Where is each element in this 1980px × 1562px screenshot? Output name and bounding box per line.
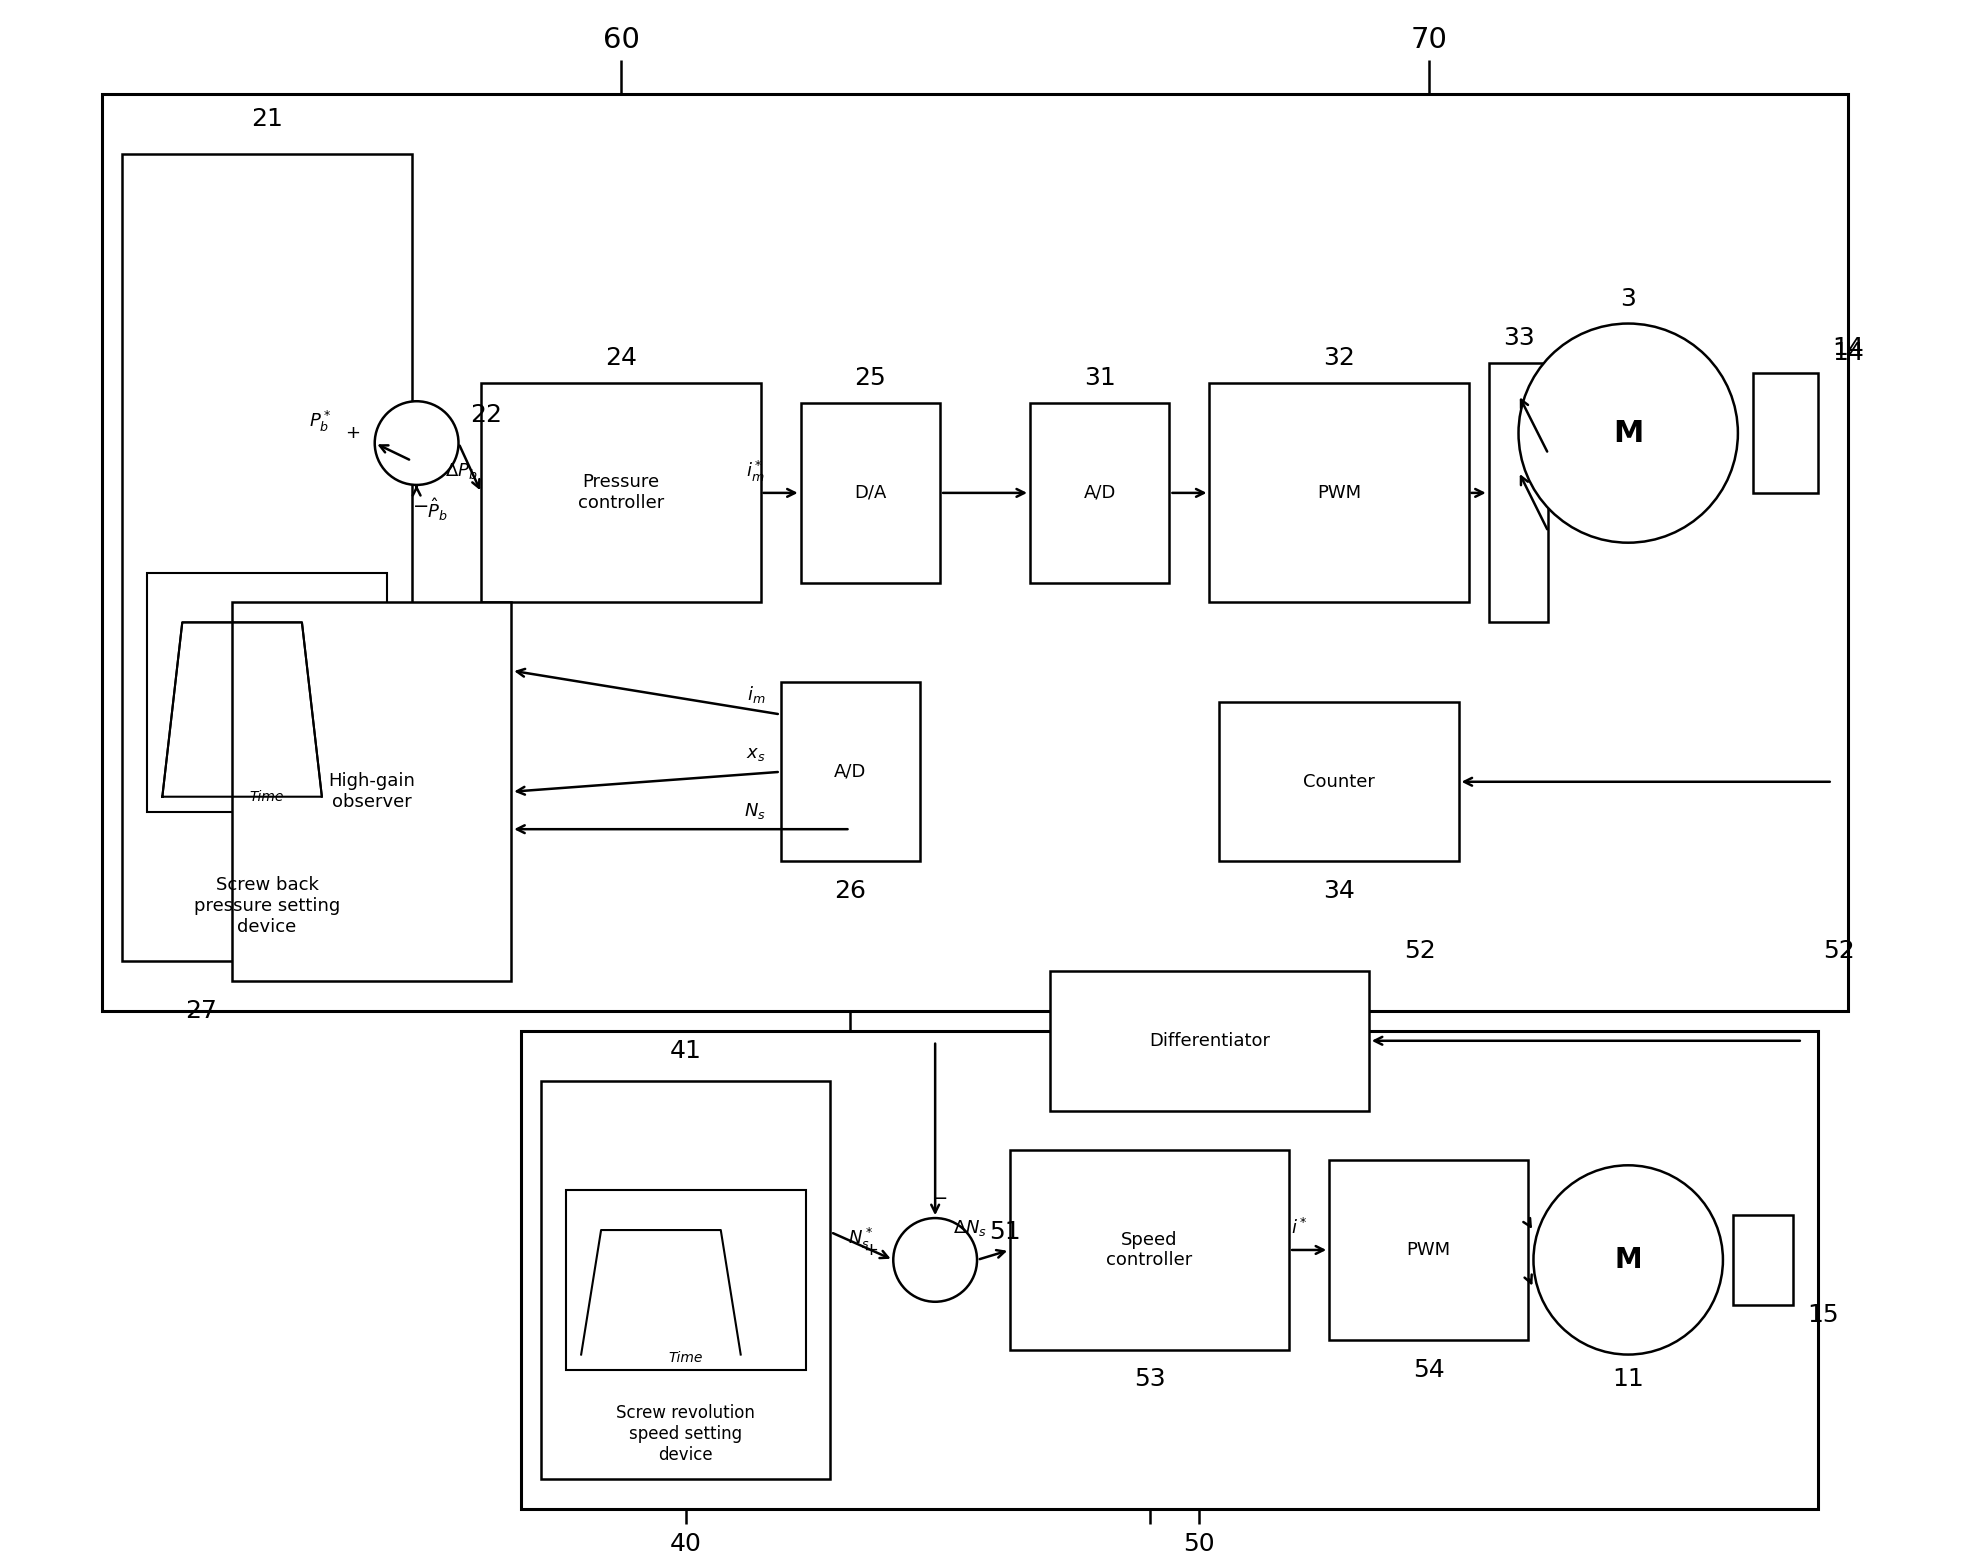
Text: 15: 15: [1808, 1303, 1837, 1326]
Text: 22: 22: [469, 403, 503, 426]
Text: 41: 41: [669, 1039, 701, 1062]
Text: D/A: D/A: [853, 484, 887, 501]
Text: 11: 11: [1612, 1367, 1643, 1392]
Text: 34: 34: [1323, 879, 1354, 903]
Text: Screw back
pressure setting
device: Screw back pressure setting device: [194, 876, 341, 936]
Text: 32: 32: [1323, 347, 1354, 370]
Bar: [800, 403, 940, 583]
Text: PWM: PWM: [1406, 1240, 1449, 1259]
Text: Pressure
controller: Pressure controller: [578, 473, 663, 512]
Bar: [481, 383, 760, 603]
Circle shape: [374, 401, 457, 484]
Text: PWM: PWM: [1317, 484, 1360, 501]
Text: 53: 53: [1133, 1367, 1164, 1392]
Bar: [1030, 403, 1168, 583]
Bar: [521, 1031, 1818, 1509]
Bar: [1049, 972, 1368, 1111]
Text: 14: 14: [1832, 342, 1863, 366]
Text: 21: 21: [251, 108, 283, 131]
Text: 50: 50: [1182, 1532, 1214, 1556]
Circle shape: [893, 1218, 976, 1301]
Text: $i_m^*$: $i_m^*$: [746, 458, 764, 484]
Text: $i^*$: $i^*$: [1291, 1218, 1307, 1239]
Text: $x_s$: $x_s$: [746, 745, 764, 762]
Bar: [1752, 373, 1818, 494]
Bar: [1220, 701, 1457, 862]
Text: 25: 25: [853, 367, 885, 390]
Bar: [566, 1190, 806, 1370]
Text: 27: 27: [186, 998, 218, 1023]
Text: 3: 3: [1620, 287, 1635, 311]
Text: 40: 40: [669, 1532, 701, 1556]
Text: $\hat{P}_b$: $\hat{P}_b$: [426, 497, 447, 523]
Bar: [103, 94, 1847, 1011]
Text: High-gain
observer: High-gain observer: [329, 772, 416, 811]
Bar: [123, 155, 412, 961]
Bar: [541, 1081, 830, 1479]
Text: 33: 33: [1503, 326, 1534, 350]
Bar: [1329, 1161, 1529, 1340]
Text: A/D: A/D: [834, 762, 865, 781]
Text: 51: 51: [988, 1220, 1020, 1243]
Text: 54: 54: [1412, 1357, 1443, 1381]
Text: Screw revolution
speed setting
device: Screw revolution speed setting device: [616, 1404, 754, 1464]
Bar: [232, 603, 511, 981]
Text: −: −: [414, 497, 430, 515]
Text: $N_s^*$: $N_s^*$: [847, 1226, 873, 1251]
Text: 70: 70: [1410, 25, 1447, 53]
Text: +: +: [863, 1240, 877, 1259]
Text: $i_m$: $i_m$: [746, 684, 764, 704]
Text: $N_s$: $N_s$: [742, 801, 764, 822]
Text: Speed
controller: Speed controller: [1107, 1231, 1192, 1270]
Text: 60: 60: [602, 25, 640, 53]
Text: $\Delta N_s$: $\Delta N_s$: [952, 1218, 986, 1239]
Bar: [1010, 1150, 1289, 1350]
Text: 31: 31: [1083, 367, 1115, 390]
Text: 52: 52: [1822, 939, 1853, 964]
Circle shape: [1533, 1165, 1723, 1354]
Circle shape: [1519, 323, 1736, 542]
Bar: [1732, 1215, 1792, 1304]
Text: $\Delta P_b$: $\Delta P_b$: [446, 461, 477, 481]
Text: 26: 26: [834, 879, 865, 903]
Text: 52: 52: [1404, 939, 1436, 964]
Text: Time: Time: [249, 790, 283, 804]
Bar: [1208, 383, 1467, 603]
Text: Differentiator: Differentiator: [1148, 1032, 1269, 1050]
Text: M: M: [1614, 1246, 1641, 1275]
Text: M: M: [1612, 419, 1643, 448]
Bar: [147, 573, 386, 812]
Text: −: −: [931, 1189, 948, 1207]
Text: 14: 14: [1832, 336, 1863, 361]
Text: A/D: A/D: [1083, 484, 1115, 501]
Text: Counter: Counter: [1303, 773, 1374, 790]
Bar: [780, 683, 921, 862]
Text: Time: Time: [669, 1351, 703, 1365]
Text: +: +: [345, 425, 360, 442]
Bar: [1487, 364, 1548, 622]
Text: $P_b^*$: $P_b^*$: [309, 409, 333, 434]
Text: 24: 24: [604, 347, 638, 370]
